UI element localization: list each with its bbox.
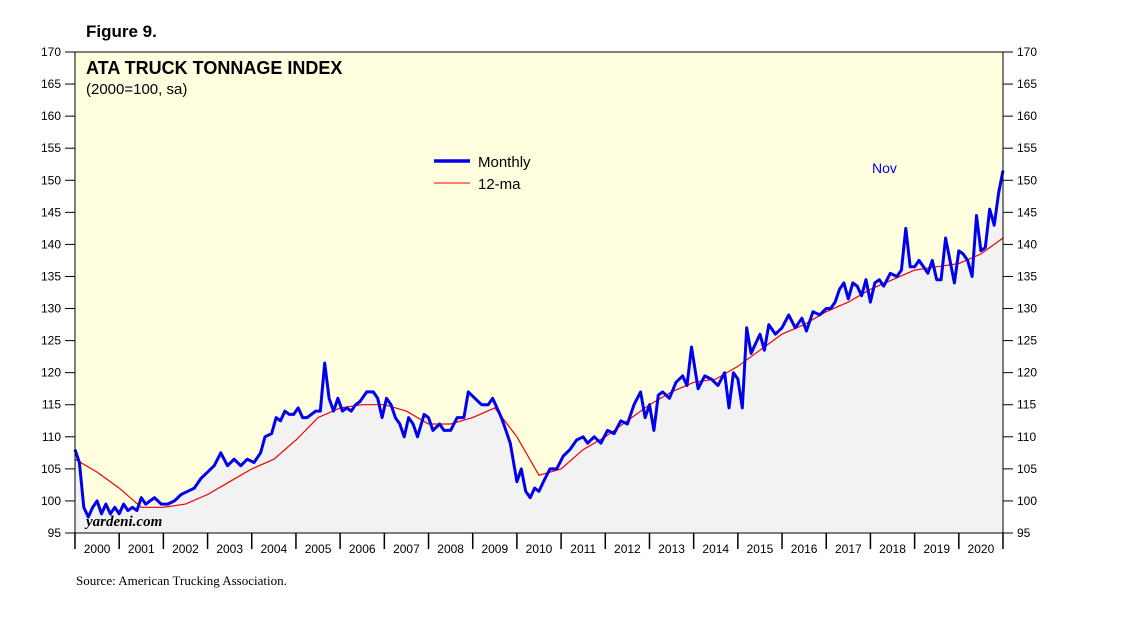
y-tick-label-right: 165 bbox=[1017, 77, 1037, 91]
y-tick-label-right: 120 bbox=[1017, 366, 1037, 380]
y-tick-label-left: 160 bbox=[41, 109, 61, 123]
x-tick-label: 2007 bbox=[393, 542, 420, 556]
y-tick-label-left: 95 bbox=[48, 526, 62, 540]
x-tick-label: 2008 bbox=[437, 542, 464, 556]
x-tick-label: 2004 bbox=[261, 542, 288, 556]
monthly-line bbox=[73, 170, 1005, 519]
plot-frame bbox=[74, 51, 1004, 534]
monthly-area-fill bbox=[75, 170, 1003, 533]
y-tick-label-left: 110 bbox=[42, 430, 61, 444]
y-tick-label-left: 120 bbox=[41, 366, 61, 380]
x-tick-label: 2009 bbox=[481, 542, 508, 556]
y-tick-label-right: 115 bbox=[1017, 398, 1036, 412]
y-tick-label-right: 110 bbox=[1017, 430, 1036, 444]
y-tick-label-right: 155 bbox=[1017, 141, 1037, 155]
x-tick-label: 2011 bbox=[570, 542, 596, 556]
y-tick-label-right: 150 bbox=[1017, 173, 1037, 187]
figure-label: Figure 9. bbox=[86, 22, 157, 41]
y-tick-label-right: 100 bbox=[1017, 494, 1037, 508]
x-tick-label: 2020 bbox=[968, 542, 995, 556]
annotation-nov: Nov bbox=[872, 160, 897, 176]
y-tick-label-left: 100 bbox=[41, 494, 61, 508]
x-axis: 2000 2001 2002 2003 2004 2005 2006 2007 2008 2009… bbox=[74, 533, 1004, 556]
chart-subtitle: (2000=100, sa) bbox=[86, 81, 187, 98]
x-tick-label: 2000 bbox=[84, 542, 111, 556]
x-tick-label: 2001 bbox=[128, 542, 155, 556]
y-tick-label-left: 140 bbox=[41, 237, 61, 251]
x-tick-label: 2019 bbox=[923, 542, 950, 556]
y-tick-label-left: 135 bbox=[41, 269, 61, 283]
y-tick-label-right: 135 bbox=[1017, 269, 1037, 283]
y-tick-label-right: 170 bbox=[1017, 45, 1037, 59]
y-tick-label-right: 125 bbox=[1017, 334, 1037, 348]
y-tick-label-right: 95 bbox=[1017, 526, 1031, 540]
y-tick-label-right: 105 bbox=[1017, 462, 1037, 476]
x-tick-label: 2005 bbox=[305, 542, 332, 556]
y-tick-label-right: 140 bbox=[1017, 237, 1037, 251]
watermark: yardeni.com bbox=[84, 514, 162, 530]
x-tick-label: 2013 bbox=[658, 542, 685, 556]
chart-title: ATA TRUCK TONNAGE INDEX bbox=[86, 58, 342, 78]
y-tick-label-left: 115 bbox=[42, 398, 61, 412]
x-tick-label: 2010 bbox=[526, 542, 553, 556]
y-axis-left: 95 100 105 110 115 120 125 130 135 140 145 150 155 16… bbox=[41, 45, 75, 540]
y-tick-label-right: 145 bbox=[1017, 205, 1037, 219]
x-tick-label: 2012 bbox=[614, 542, 641, 556]
y-tick-label-left: 145 bbox=[41, 205, 61, 219]
x-tick-label: 2017 bbox=[835, 542, 862, 556]
x-tick-label: 2003 bbox=[216, 542, 243, 556]
x-tick-label: 2002 bbox=[172, 542, 199, 556]
legend-label-ma: 12-ma bbox=[478, 176, 521, 193]
source-note: Source: American Trucking Association. bbox=[76, 573, 287, 588]
y-tick-label-right: 160 bbox=[1017, 109, 1037, 123]
y-tick-label-left: 155 bbox=[41, 141, 61, 155]
x-tick-label: 2015 bbox=[747, 542, 774, 556]
y-tick-label-left: 150 bbox=[41, 173, 61, 187]
legend: Monthly 12-ma bbox=[434, 154, 531, 193]
x-tick-label: 2016 bbox=[791, 542, 818, 556]
ma-line bbox=[74, 237, 1004, 508]
y-axis-right: 95 100 105 110 115 120 125 130 135 140 145 150 155 16… bbox=[1003, 45, 1037, 540]
x-tick-label: 2014 bbox=[702, 542, 729, 556]
y-tick-label-left: 105 bbox=[41, 462, 61, 476]
x-tick-label: 2006 bbox=[349, 542, 376, 556]
y-tick-label-left: 125 bbox=[41, 334, 61, 348]
y-tick-label-left: 165 bbox=[41, 77, 61, 91]
y-tick-label-left: 130 bbox=[41, 302, 61, 316]
y-tick-label-left: 170 bbox=[41, 45, 61, 59]
x-tick-label: 2018 bbox=[879, 542, 906, 556]
y-tick-label-right: 130 bbox=[1017, 302, 1037, 316]
legend-label-monthly: Monthly bbox=[478, 154, 531, 171]
